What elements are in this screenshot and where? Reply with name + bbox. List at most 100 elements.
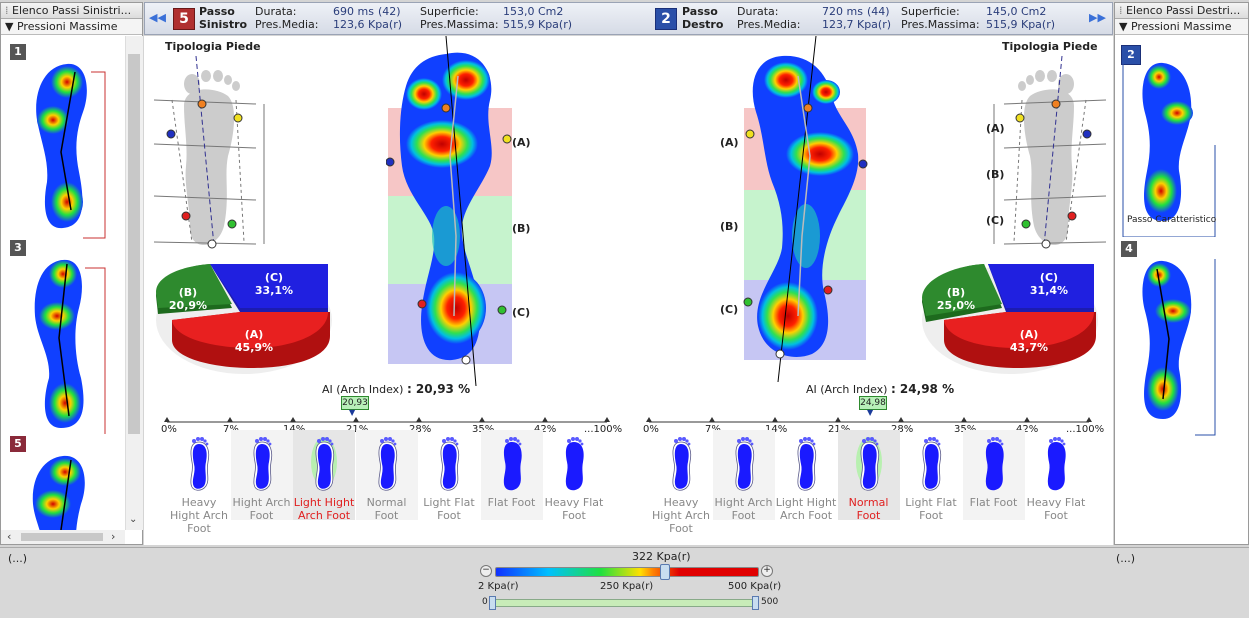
left-tick-7: 7% <box>223 424 239 435</box>
left-thumb-5[interactable]: 5 <box>5 434 115 530</box>
right-category-3[interactable]: Light Hight Arch Foot <box>775 430 837 522</box>
left-arch-index-value: : 20,93 % <box>406 382 471 396</box>
right-thumb-4[interactable]: 4 <box>1119 239 1229 439</box>
left-category-4[interactable]: Normal Foot <box>355 430 418 522</box>
range-slider-min-handle[interactable] <box>489 596 496 610</box>
foot-type-icon <box>650 430 712 494</box>
right-category-1[interactable]: Heavy Hight Arch Foot <box>650 430 712 535</box>
plus-button[interactable]: + <box>761 565 773 577</box>
right-zone-b-label: (B) <box>720 220 739 233</box>
foot-type-label: Heavy Hight Arch Foot <box>168 496 230 535</box>
range-slider-max-handle[interactable] <box>752 596 759 610</box>
scroll-thumb[interactable] <box>128 54 140 434</box>
minus-button[interactable]: − <box>480 565 492 577</box>
right-pie-a-value: 43,7% <box>1009 341 1049 354</box>
foot-type-icon <box>418 430 480 494</box>
left-category-7[interactable]: Heavy Flat Foot <box>543 430 605 522</box>
right-diagram-label-b: (B) <box>986 168 1005 181</box>
grip-icon: ⁞ <box>5 4 9 17</box>
right-category-5[interactable]: Light Flat Foot <box>900 430 962 522</box>
left-panel-subtitle[interactable]: ▼ Pressioni Massime <box>1 19 142 35</box>
range-slider-track[interactable] <box>491 599 758 607</box>
left-tick-100: ...100% <box>584 424 623 435</box>
foot-type-label-line: Foot <box>731 509 756 522</box>
left-category-5[interactable]: Light Flat Foot <box>418 430 480 522</box>
thumb-caption: Passo Caratteristico <box>1127 215 1217 225</box>
right-panel-subtitle-text: Pressioni Massime <box>1130 20 1232 33</box>
left-horizontal-scrollbar[interactable]: ‹ › <box>1 530 125 544</box>
right-tick-28: 28% <box>891 424 914 435</box>
right-pie-c-value: 31,4% <box>1029 284 1069 297</box>
left-category-1[interactable]: Heavy Hight Arch Foot <box>168 430 230 535</box>
right-category-6[interactable]: Flat Foot <box>962 430 1025 520</box>
pressure-slider-handle[interactable] <box>659 564 670 580</box>
right-pie-c-key: (C) <box>1039 271 1059 284</box>
right-pie-a-key: (A) <box>1019 328 1039 341</box>
left-tick-14: 14% <box>283 424 305 435</box>
collapse-icon[interactable]: ▼ <box>1119 20 1128 33</box>
pressure-color-scale[interactable] <box>495 567 759 577</box>
right-category-4[interactable]: Normal Foot <box>837 430 900 522</box>
right-step-title-2: Destro <box>682 18 724 31</box>
left-superficie-value: 153,0 Cm2 <box>503 5 564 18</box>
left-pie-label-c: (C) 33,1% <box>248 271 300 297</box>
next-step-icon[interactable]: ▶▶ <box>1089 11 1106 24</box>
left-thumb-3[interactable]: 3 <box>5 238 115 436</box>
scale-min-label: 2 Kpa(r) <box>478 581 519 592</box>
left-category-6[interactable]: Flat Foot <box>480 430 543 520</box>
right-ellipsis[interactable]: (...) <box>1116 552 1136 565</box>
right-percent-scale <box>646 417 1092 423</box>
right-ai-marker: 24,98 <box>859 396 887 410</box>
right-category-7[interactable]: Heavy Flat Foot <box>1025 430 1087 522</box>
left-percent-scale <box>164 417 610 423</box>
left-thumb-1[interactable]: 1 <box>5 42 115 240</box>
left-thumb-1-heatmap <box>36 63 106 239</box>
foot-type-label-line: Heavy Flat <box>544 496 604 509</box>
scroll-hthumb[interactable] <box>21 533 103 541</box>
foot-type-label-line: Foot <box>562 509 586 522</box>
left-media-label: Pres.Media: <box>255 18 319 31</box>
right-zone-c-label: (C) <box>720 303 739 316</box>
foot-type-label-line: Heavy <box>663 496 699 509</box>
right-panel-title-text: Elenco Passi Destri... <box>1126 4 1241 17</box>
foot-type-label-line: Hight Arch <box>714 496 773 509</box>
left-zone-b-label: (B) <box>512 222 531 235</box>
foot-type-icon <box>481 430 543 494</box>
range-max-label: 500 <box>761 597 779 607</box>
collapse-icon[interactable]: ▼ <box>5 20 14 33</box>
foot-type-label: Normal Foot <box>838 496 900 522</box>
right-durata-count: (44) <box>867 5 890 18</box>
foot-type-label: Flat Foot <box>481 496 543 509</box>
right-diagram-label-a: (A) <box>986 122 1005 135</box>
left-category-2[interactable]: Hight Arch Foot <box>230 430 293 522</box>
left-massima-label: Pres.Massima: <box>420 18 499 31</box>
foot-type-label: Light Hight Arch Foot <box>775 496 837 522</box>
right-category-2[interactable]: Hight Arch Foot <box>712 430 775 522</box>
foot-type-icon <box>900 430 962 494</box>
left-panel-subtitle-text: Pressioni Massime <box>16 20 118 33</box>
right-thumb-2[interactable]: 2 Passo Caratteristico <box>1119 41 1229 237</box>
right-tick-21: 21% <box>828 424 850 435</box>
left-vertical-scrollbar[interactable]: ⌄ <box>125 36 143 530</box>
right-durata-label: Durata: <box>737 5 779 18</box>
left-pie-label-a: (A) 45,9% <box>228 328 280 354</box>
right-footprint-heatmap <box>743 36 868 383</box>
right-pie-b-key: (B) <box>946 286 966 299</box>
left-category-3[interactable]: Light Hight Arch Foot <box>293 430 355 522</box>
left-durata-value: 690 ms <box>333 5 374 18</box>
foot-type-label: Heavy Hight Arch Foot <box>650 496 712 535</box>
scroll-down-icon[interactable]: ⌄ <box>129 514 138 525</box>
scroll-left-icon[interactable]: ‹ <box>7 530 12 543</box>
foot-type-label-line: Foot <box>437 509 461 522</box>
foot-type-label: Hight Arch Foot <box>231 496 293 522</box>
right-pie-b-value: 25,0% <box>936 299 976 312</box>
thumb-number: 3 <box>10 240 26 256</box>
left-arch-index-label: AI (Arch Index) <box>322 383 404 396</box>
left-arch-index: AI (Arch Index) : 20,93 % <box>322 382 470 396</box>
left-tick-21: 21% <box>346 424 368 435</box>
scroll-right-icon[interactable]: › <box>111 530 116 543</box>
right-panel-subtitle[interactable]: ▼ Pressioni Massime <box>1115 19 1248 35</box>
thumb-number: 1 <box>10 44 26 60</box>
prev-step-icon[interactable]: ◀◀ <box>149 11 166 24</box>
left-ellipsis[interactable]: (...) <box>8 552 28 565</box>
